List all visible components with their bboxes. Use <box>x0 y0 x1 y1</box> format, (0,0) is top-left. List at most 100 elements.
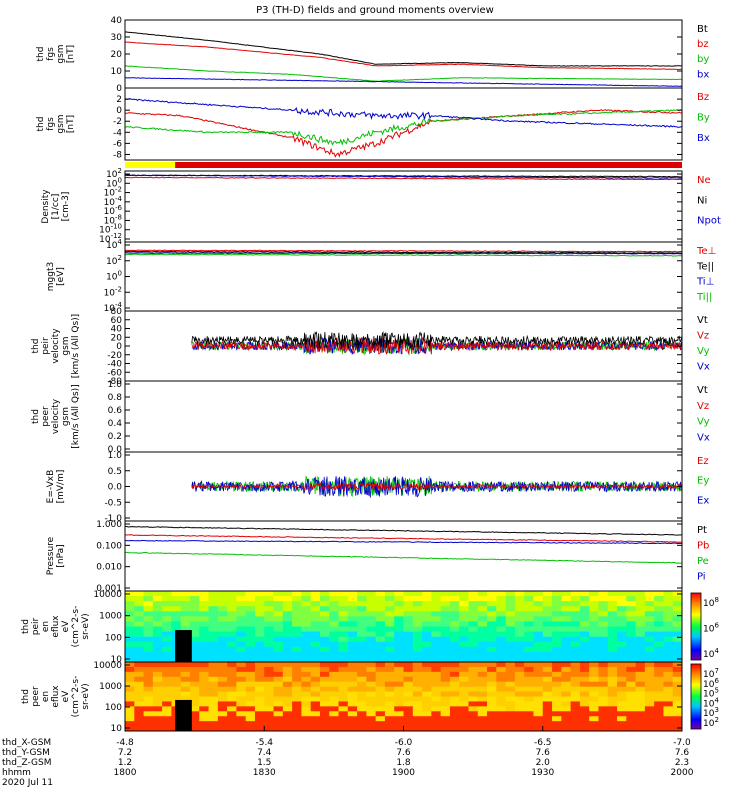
heatmap-cell <box>579 671 590 678</box>
heatmap-cell <box>440 631 451 638</box>
heatmap-cell <box>301 701 312 707</box>
heatmap-cell <box>189 671 200 678</box>
heatmap-cell <box>468 601 479 607</box>
heatmap-cell <box>626 626 637 633</box>
heatmap-cell <box>208 696 219 702</box>
plot-title: P3 (TH-D) fields and ground moments over… <box>256 5 494 16</box>
heatmap-cell <box>635 626 646 633</box>
heatmap-cell <box>375 691 386 697</box>
panel-frame <box>124 87 683 161</box>
heatmap-cell <box>189 721 200 727</box>
heatmap-cell <box>143 686 154 693</box>
heatmap-cell <box>524 711 534 717</box>
heatmap-cell <box>617 716 627 722</box>
heatmap-cell <box>496 641 507 648</box>
heatmap-cell <box>617 681 627 688</box>
heatmap-cell <box>384 611 395 617</box>
heatmap-cell <box>338 681 349 688</box>
heatmap-cell <box>199 606 210 612</box>
heatmap-cell <box>552 656 562 662</box>
heatmap-cell <box>514 616 525 622</box>
heatmap-cell <box>310 596 321 602</box>
heatmap-cell <box>487 706 497 712</box>
heatmap-cell <box>487 656 497 662</box>
heatmap-cell <box>282 616 293 622</box>
heatmap-cell <box>394 641 404 648</box>
heatmap-cell <box>626 666 637 673</box>
heatmap-cell <box>264 626 275 633</box>
heatmap-cell <box>477 601 488 607</box>
heatmap-cell <box>301 601 312 607</box>
legend-Ey: Ey <box>697 476 709 487</box>
heatmap-cell <box>375 721 386 727</box>
legend-Ne: Ne <box>697 175 711 186</box>
heatmap-cell <box>171 601 182 607</box>
heatmap-cell <box>254 626 265 633</box>
trace-blue <box>125 174 682 179</box>
heatmap-cell <box>524 641 534 648</box>
heatmap-cell <box>626 616 637 622</box>
legend-Npot: Npot <box>697 216 721 227</box>
heatmap-cell <box>487 596 497 602</box>
heatmap-cell <box>134 606 145 612</box>
heatmap-cell <box>384 721 395 727</box>
heatmap-cell <box>254 601 265 607</box>
heatmap-cell <box>125 641 135 648</box>
heatmap-cell <box>533 691 544 697</box>
heatmap-cell <box>301 631 312 638</box>
heatmap-cell <box>282 651 293 658</box>
ylabel-line: peer <box>41 406 51 427</box>
heatmap-cell <box>338 591 349 597</box>
heatmap-cell <box>496 606 507 612</box>
heatmap-cell <box>273 631 284 638</box>
heatmap-cell <box>208 621 219 627</box>
heatmap-cell <box>663 636 674 643</box>
heatmap-cell <box>487 591 497 597</box>
heatmap-cell <box>180 691 191 697</box>
heatmap-cell <box>496 621 507 627</box>
heatmap-cell <box>459 726 469 731</box>
heatmap-cell <box>189 601 200 607</box>
ylabel-line: thd <box>36 117 46 132</box>
heatmap-cell <box>347 621 358 627</box>
ytick-label: 0.010 <box>96 563 122 573</box>
heatmap-cell <box>459 691 469 697</box>
ytick-label: 1.0 <box>108 451 123 461</box>
heatmap-cell <box>347 631 358 638</box>
heatmap-cell <box>496 706 507 712</box>
heatmap-cell <box>422 662 432 668</box>
heatmap-cell <box>143 616 154 622</box>
panel-peer_eflux-content <box>125 662 682 731</box>
heatmap-cell <box>125 711 135 717</box>
heatmap-cell <box>561 711 572 717</box>
heatmap-cell <box>264 676 275 683</box>
heatmap-cell <box>245 636 256 643</box>
heatmap-cell <box>384 616 395 622</box>
heatmap-cell <box>217 641 228 648</box>
xaxis-row-label: thd_Z-GSM <box>2 758 51 768</box>
heatmap-cell <box>579 666 590 673</box>
heatmap-cell <box>329 696 340 702</box>
panel-frame <box>124 170 683 243</box>
heatmap-cell <box>236 726 247 731</box>
heatmap-cell <box>626 591 637 597</box>
heatmap-cell <box>598 671 609 678</box>
heatmap-cell <box>533 656 544 662</box>
heatmap-cell <box>449 701 460 707</box>
colorbar-tick: 108 <box>703 596 719 609</box>
heatmap-cell <box>245 671 256 678</box>
ylabel-line: peir <box>41 337 51 355</box>
legend-Te||: Te|| <box>696 261 714 272</box>
heatmap-cell <box>431 606 442 612</box>
heatmap-cell <box>412 591 423 597</box>
heatmap-cell <box>505 606 516 612</box>
heatmap-cell <box>598 636 609 643</box>
heatmap-cell <box>644 716 655 722</box>
heatmap-cell <box>162 621 172 627</box>
heatmap-cell <box>236 721 247 727</box>
heatmap-cell <box>422 701 432 707</box>
heatmap-cell <box>449 621 460 627</box>
heatmap-cell <box>412 686 423 693</box>
